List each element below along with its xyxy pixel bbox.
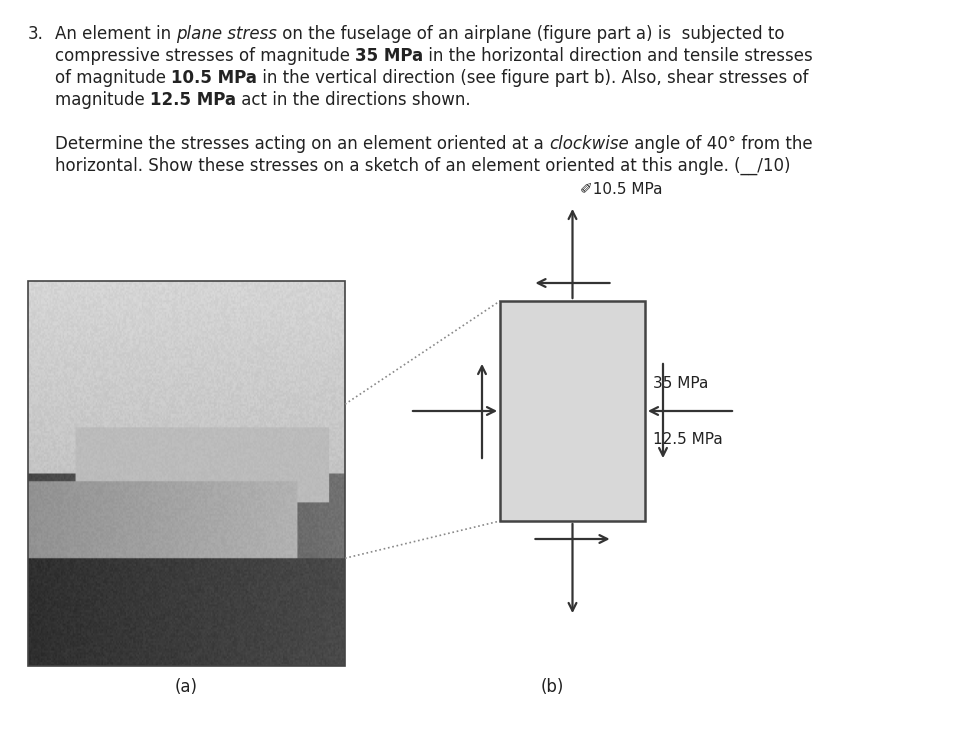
Text: plane stress: plane stress <box>176 25 277 43</box>
Text: 35 MPa: 35 MPa <box>652 376 708 390</box>
Text: act in the directions shown.: act in the directions shown. <box>236 91 470 109</box>
Text: An element in: An element in <box>55 25 176 43</box>
Text: (b): (b) <box>540 678 563 696</box>
Text: in the vertical direction (see figure part b). Also, shear stresses of: in the vertical direction (see figure pa… <box>257 69 808 87</box>
Text: 10.5 MPa: 10.5 MPa <box>171 69 257 87</box>
Text: magnitude: magnitude <box>55 91 150 109</box>
Text: of magnitude: of magnitude <box>55 69 171 87</box>
Text: horizontal. Show these stresses on a sketch of an element oriented at this angle: horizontal. Show these stresses on a ske… <box>55 157 789 175</box>
Text: 12.5 MPa: 12.5 MPa <box>652 431 722 447</box>
Text: on the fuselage of an airplane (figure part a) is  subjected to: on the fuselage of an airplane (figure p… <box>277 25 784 43</box>
Text: angle of 40° from the: angle of 40° from the <box>628 135 812 153</box>
Bar <box>28 281 344 666</box>
Text: clockwise: clockwise <box>549 135 628 153</box>
Text: in the horizontal direction and tensile stresses: in the horizontal direction and tensile … <box>422 47 813 65</box>
Text: Determine the stresses acting on an element oriented at a: Determine the stresses acting on an elem… <box>55 135 549 153</box>
Text: 3.: 3. <box>28 25 44 43</box>
Text: (a): (a) <box>175 678 198 696</box>
Bar <box>500 301 645 521</box>
Text: 12.5 MPa: 12.5 MPa <box>150 91 236 109</box>
Text: compressive stresses of magnitude: compressive stresses of magnitude <box>55 47 355 65</box>
Text: 35 MPa: 35 MPa <box>355 47 422 65</box>
Text: ✐10.5 MPa: ✐10.5 MPa <box>580 182 662 197</box>
